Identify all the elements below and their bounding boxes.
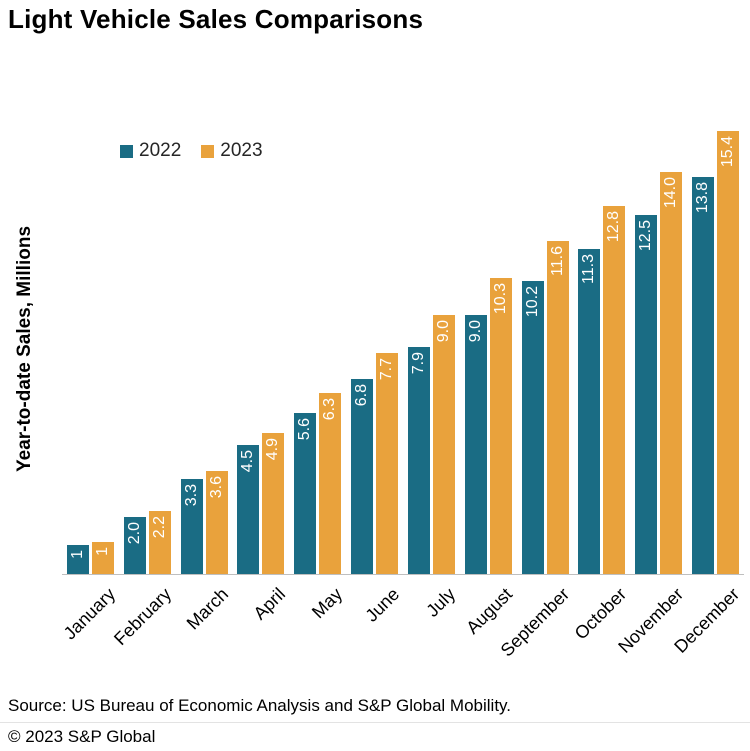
bar-2022-february: 2.0 xyxy=(123,516,146,574)
bar-2022-march: 3.3 xyxy=(180,479,203,574)
bar-2023-october: 12.8 xyxy=(603,206,626,574)
copyright-note: © 2023 S&P Global xyxy=(8,727,156,746)
bar-group-december: 13.8 15.4 December xyxy=(671,131,744,657)
bar-group-november: 12.5 14.0 November xyxy=(614,171,687,657)
bar-value-label-2023-september: 11.6 xyxy=(548,245,566,276)
bar-2023-march: 3.6 xyxy=(205,470,228,574)
legend-item-2022: 2022 xyxy=(120,140,181,162)
bar-value-label-2022-january: 1 xyxy=(69,550,86,560)
bar-value-label-2023-january: 1 xyxy=(94,547,111,557)
bar-2022-july: 7.9 xyxy=(407,346,430,574)
legend-label-2022: 2022 xyxy=(139,140,182,161)
bar-2023-december: 15.4 xyxy=(716,131,739,574)
bar-2022-june: 6.8 xyxy=(351,378,374,574)
bar-value-label-2022-march: 3.3 xyxy=(182,484,200,507)
bar-value-label-2023-december: 15.4 xyxy=(718,136,736,168)
bar-value-label-2022-june: 6.8 xyxy=(353,383,371,406)
chart-title: Light Vehicle Sales Comparisons xyxy=(8,4,424,34)
bar-value-label-2023-november: 14.0 xyxy=(662,176,680,208)
bar-2022-august: 9.0 xyxy=(464,315,487,574)
bar-2022-may: 5.6 xyxy=(294,413,317,574)
bar-group-january: 1 1 January xyxy=(59,542,119,643)
legend-item-2023: 2023 xyxy=(201,140,263,162)
bar-2023-august: 10.3 xyxy=(489,277,512,574)
chart-legend: 2022 2023 xyxy=(120,140,263,162)
bar-2023-april: 4.9 xyxy=(262,433,285,574)
bar-2022-october: 11.3 xyxy=(578,249,601,574)
bar-value-label-2022-december: 13.8 xyxy=(693,182,711,214)
bar-value-label-2022-october: 11.3 xyxy=(580,254,598,285)
bar-value-label-2023-july: 9.0 xyxy=(434,320,452,343)
y-axis-title: Year-to-date Sales, Millions xyxy=(14,225,35,472)
bar-value-label-2023-february: 2.2 xyxy=(150,515,168,538)
legend-label-2023: 2023 xyxy=(220,140,263,161)
bar-value-label-2022-august: 9.0 xyxy=(466,320,484,343)
bar-2022-november: 12.5 xyxy=(635,214,658,574)
footer-divider xyxy=(0,722,750,723)
bar-2022-january: 1 xyxy=(67,545,89,574)
bar-group-october: 11.3 12.8 October xyxy=(571,206,630,643)
bar-2022-april: 4.5 xyxy=(237,444,260,574)
bar-value-label-2022-november: 12.5 xyxy=(637,219,655,251)
bar-group-june: 6.8 7.7 June xyxy=(351,352,403,626)
bar-2022-december: 13.8 xyxy=(691,177,714,574)
bar-group-february: 2.0 2.2 February xyxy=(110,510,175,649)
bar-2023-november: 14.0 xyxy=(660,171,683,574)
legend-swatch-2023 xyxy=(201,144,215,158)
bar-value-label-2022-july: 7.9 xyxy=(409,351,427,375)
bar-value-label-2022-september: 10.2 xyxy=(523,285,541,317)
source-note: Source: US Bureau of Economic Analysis a… xyxy=(8,696,512,715)
bar-value-label-2023-may: 6.3 xyxy=(321,397,339,421)
bar-2023-january: 1 xyxy=(92,542,114,574)
bar-value-label-2022-may: 5.6 xyxy=(296,418,314,441)
bar-2023-may: 6.3 xyxy=(319,392,342,574)
bar-2023-september: 11.6 xyxy=(546,240,569,574)
bar-value-label-2022-february: 2.0 xyxy=(125,521,143,544)
bar-value-label-2023-october: 12.8 xyxy=(605,211,623,243)
legend-swatch-2022 xyxy=(120,144,133,158)
bar-2023-june: 7.7 xyxy=(376,352,399,574)
bar-group-may: 5.6 6.3 May xyxy=(294,392,346,622)
bar-group-july: 7.9 9.0 July xyxy=(407,315,460,621)
bar-group-september: 10.2 11.6 September xyxy=(497,240,573,660)
bar-2022-september: 10.2 xyxy=(521,280,544,574)
bar-group-april: 4.5 4.9 April xyxy=(237,433,289,624)
bar-value-label-2022-april: 4.5 xyxy=(239,449,257,472)
bar-value-label-2023-june: 7.7 xyxy=(378,357,396,380)
bar-value-label-2023-april: 4.9 xyxy=(264,438,282,461)
bar-group-august: 9.0 10.3 August xyxy=(463,277,516,638)
bar-group-march: 3.3 3.6 March xyxy=(180,470,232,634)
bar-value-label-2023-march: 3.6 xyxy=(207,475,225,498)
bar-2023-july: 9.0 xyxy=(432,315,455,574)
bar-value-label-2023-august: 10.3 xyxy=(491,282,509,315)
bar-2023-february: 2.2 xyxy=(148,510,171,574)
plot-area: 1 1 January 2.0 2.2 February 3.3 3.6 March 4.5 4.9… xyxy=(59,113,744,660)
